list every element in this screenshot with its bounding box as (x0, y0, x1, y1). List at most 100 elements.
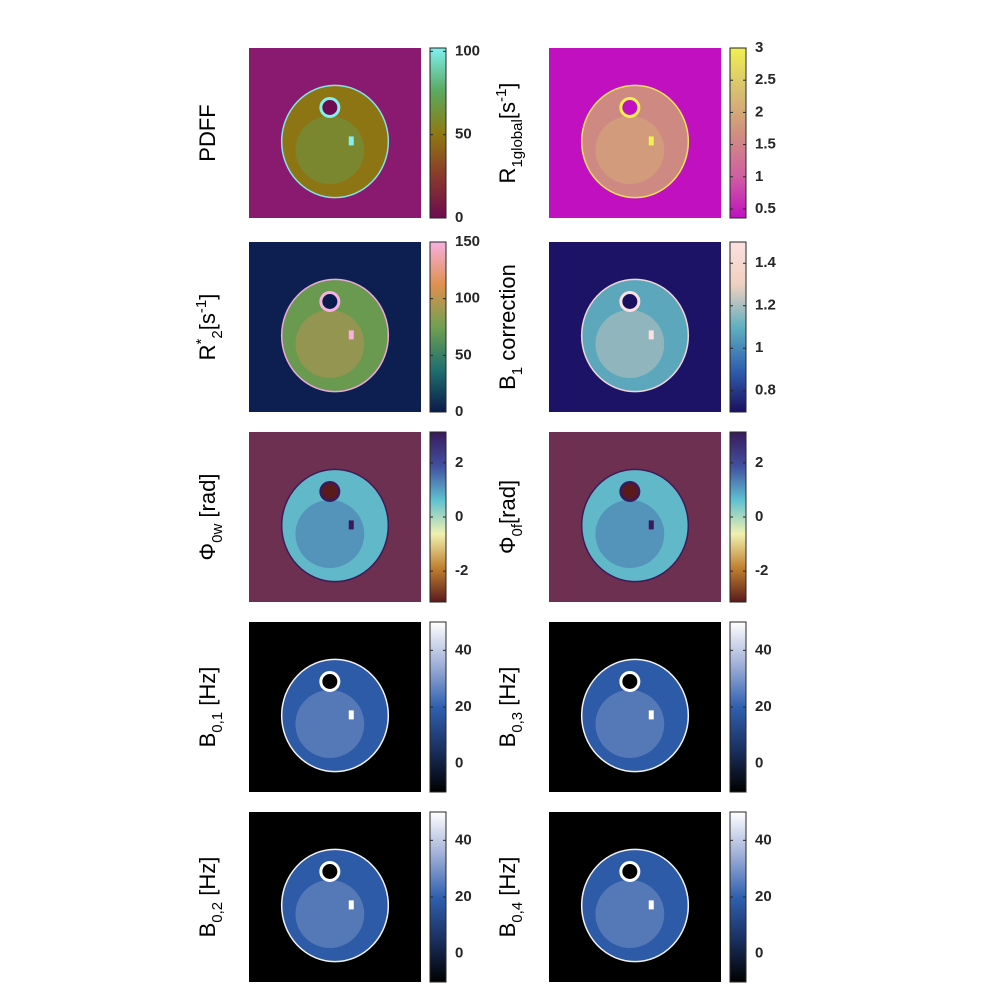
colorbar-tick-label: 150 (455, 233, 480, 250)
label-part: -1 (493, 89, 510, 102)
panel-label: B0,2 [Hz] (195, 857, 226, 938)
colorbar-tick-label: 3 (755, 39, 763, 56)
label-part: [s (195, 313, 220, 330)
colorbar-tick-label: 2.5 (755, 71, 776, 88)
panel-label: R1global[s-1] (493, 83, 526, 184)
vessel (319, 671, 341, 692)
colorbar-tick-label: 0 (455, 209, 463, 226)
colorbar-tick-label: 0 (755, 945, 763, 962)
vessel-small (348, 330, 354, 340)
colorbar-tick-label: 1.5 (755, 136, 776, 153)
label-part: ] (495, 83, 520, 89)
colorbar-tick-label: 0.5 (755, 200, 776, 217)
tissue (580, 84, 690, 199)
tissue (280, 658, 390, 773)
vessel (319, 291, 341, 312)
colorbar-tick-label: 100 (455, 42, 480, 59)
colorbar-tick-label: 1 (755, 339, 763, 356)
label-part: R (495, 168, 520, 184)
vessel (619, 291, 641, 312)
colorbar-tick-label: 0 (455, 508, 463, 525)
panel-label: B0,4 [Hz] (495, 857, 526, 938)
label-part: ] (195, 294, 220, 300)
tissue-detail (595, 116, 665, 184)
colorbar-tick-label: 20 (455, 888, 472, 905)
vessel-small (648, 710, 654, 720)
panel: 0.5 1 1.5 2 2.5 3 R1global[s-1] (493, 39, 776, 219)
label-part: 0,3 (509, 712, 526, 733)
vessel (319, 481, 341, 502)
colorbar-tick-label: 20 (455, 698, 472, 715)
panel: 0.811.21.4B1 correction (495, 241, 777, 413)
vessel (319, 861, 341, 882)
label-part: Φ (195, 543, 220, 561)
tissue-detail (295, 690, 365, 758)
colorbar-tick-label: 20 (755, 888, 772, 905)
label-part: B (495, 733, 520, 748)
label-part: B (195, 733, 220, 748)
label-part: 1 (509, 367, 526, 375)
label-part: 0,2 (209, 902, 226, 923)
panel-label: Φ0f[rad] (495, 480, 526, 554)
tissue (580, 848, 690, 963)
tissue (280, 848, 390, 963)
panel-label: B0,1 [Hz] (195, 667, 226, 748)
colorbar-tick-label: 40 (755, 831, 772, 848)
panel-label: B0,3 [Hz] (495, 667, 526, 748)
tissue (580, 468, 690, 583)
tissue-detail (595, 310, 665, 378)
label-part: -1 (193, 300, 210, 313)
label-part: [Hz] (195, 667, 220, 712)
vessel (619, 481, 641, 502)
colorbar-tick-label: 1 (755, 168, 763, 185)
tissue-detail (595, 500, 665, 568)
label-part: R (195, 344, 220, 360)
colorbar-tick-label: 2 (755, 103, 763, 120)
panel-label: Φ0w [rad] (195, 474, 226, 561)
panel-label: PDFF (195, 104, 220, 161)
vessel (619, 671, 641, 692)
label-part: 1global (509, 119, 526, 167)
panel: 0 20 40 B0,3 [Hz] (495, 621, 772, 793)
label-part: Φ (495, 536, 520, 554)
tissue-detail (295, 310, 365, 378)
colorbar-tick-label: 40 (455, 641, 472, 658)
label-part: PDFF (195, 104, 220, 161)
colorbar-tick-label: 1.4 (755, 254, 777, 271)
tissue-detail (295, 116, 365, 184)
tissue (580, 658, 690, 773)
vessel-small (348, 136, 354, 146)
label-part: [Hz] (495, 667, 520, 712)
panel: -2 0 2 Φ0f[rad] (495, 431, 768, 603)
colorbar (729, 47, 747, 219)
label-part: [rad] (495, 480, 520, 524)
colorbar-tick-label: 0 (455, 403, 463, 420)
panel: 0 20 40 B0,4 [Hz] (495, 811, 772, 983)
panel: 0 50 100 PDFF (195, 42, 480, 226)
vessel-small (348, 900, 354, 910)
tissue (280, 278, 390, 393)
colorbar-tick-label: -2 (755, 562, 768, 579)
colorbar-tick-label: 100 (455, 290, 480, 307)
tissue-detail (295, 880, 365, 948)
vessel (619, 97, 641, 118)
label-part: 2 (209, 330, 226, 338)
label-part: B (495, 375, 520, 390)
panel: 0 20 40 B0,1 [Hz] (195, 621, 472, 793)
label-part: correction (495, 264, 520, 367)
vessel-small (648, 900, 654, 910)
colorbar-tick-label: 0 (755, 755, 763, 772)
colorbar-tick-label: -2 (455, 562, 468, 579)
tissue-detail (595, 690, 665, 758)
label-part: [rad] (195, 474, 220, 524)
colorbar-tick-label: 40 (455, 831, 472, 848)
label-part: B (195, 923, 220, 938)
tissue (580, 278, 690, 393)
vessel-small (648, 136, 654, 146)
colorbar-tick-label: 0 (755, 508, 763, 525)
label-part: 0,4 (509, 902, 526, 923)
vessel-small (348, 520, 354, 530)
panel-label: B1 correction (495, 264, 526, 390)
panel: 0 20 40 B0,2 [Hz] (195, 811, 472, 983)
